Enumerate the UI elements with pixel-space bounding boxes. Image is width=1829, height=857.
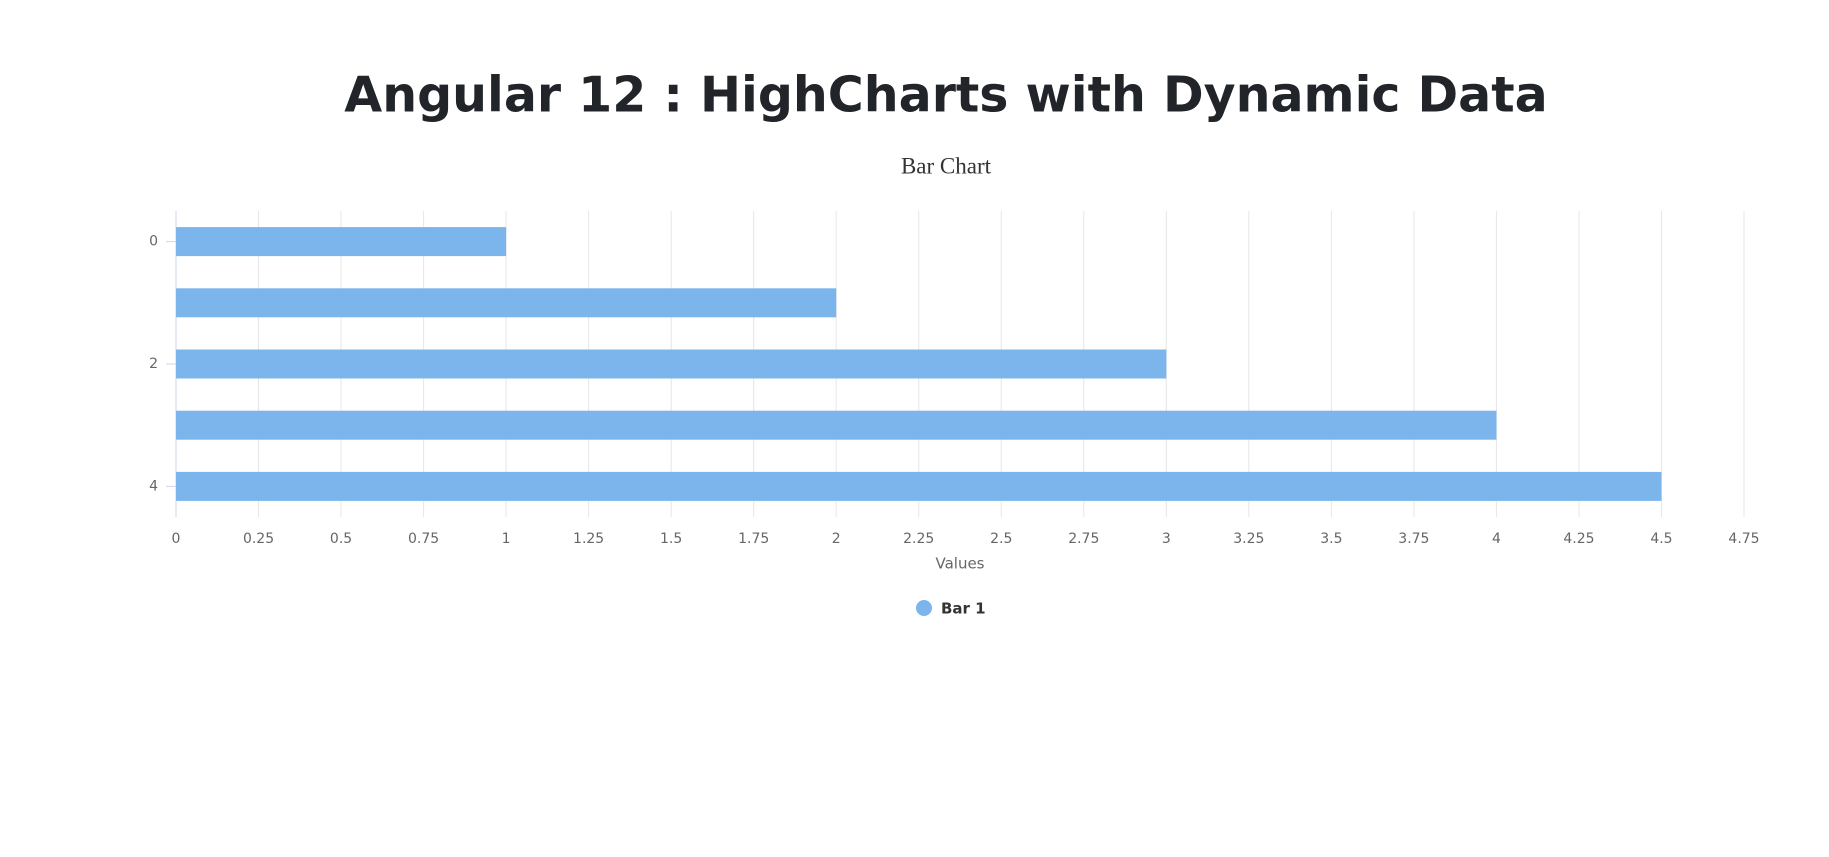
x-tick-label: 2.75	[1068, 531, 1099, 547]
y-tick-label: 2	[149, 356, 158, 372]
legend-label[interactable]: Bar 1	[941, 600, 986, 618]
x-tick-label: 1.75	[738, 531, 769, 547]
x-tick-label: 3.25	[1233, 531, 1264, 547]
x-axis-title: Values	[935, 555, 984, 573]
x-tick-label: 4	[1492, 531, 1501, 547]
x-tick-label: 4.5	[1650, 531, 1672, 547]
legend-marker[interactable]	[916, 600, 932, 616]
y-tick-label: 4	[149, 478, 158, 494]
bar	[176, 288, 837, 318]
x-tick-label: 0.5	[330, 531, 352, 547]
bar	[176, 471, 1662, 501]
x-tick-label: 4.75	[1728, 531, 1759, 547]
page-title: Angular 12 : HighCharts with Dynamic Dat…	[344, 67, 1547, 124]
bar	[176, 410, 1497, 440]
x-tick-label: 1.25	[573, 531, 604, 547]
x-tick-label: 2.5	[990, 531, 1012, 547]
y-tick-label: 0	[149, 234, 158, 250]
chart-title: Bar Chart	[901, 153, 992, 178]
x-tick-label: 0	[172, 531, 181, 547]
x-tick-label: 1.5	[660, 531, 682, 547]
bar	[176, 227, 507, 257]
bar	[176, 349, 1167, 379]
x-tick-label: 3.75	[1398, 531, 1429, 547]
x-tick-label: 3.5	[1320, 531, 1342, 547]
x-tick-label: 3	[1162, 531, 1171, 547]
x-tick-label: 0.75	[408, 531, 439, 547]
x-tick-label: 2.25	[903, 531, 934, 547]
x-tick-label: 4.25	[1563, 531, 1594, 547]
x-tick-label: 2	[832, 531, 841, 547]
x-tick-label: 0.25	[243, 531, 274, 547]
x-tick-label: 1	[502, 531, 511, 547]
